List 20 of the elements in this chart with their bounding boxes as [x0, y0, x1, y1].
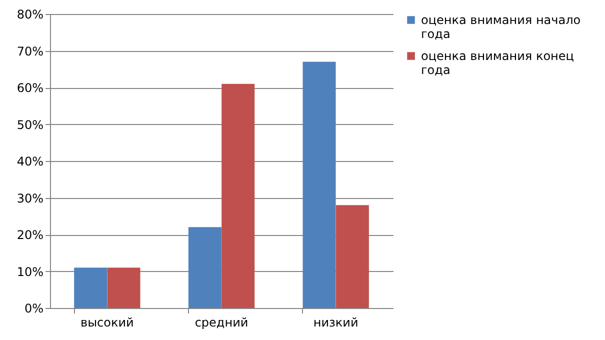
y-tick-label: 10% — [16, 264, 44, 279]
bar — [222, 84, 255, 308]
bar — [74, 268, 108, 308]
x-tick-label: низкий — [313, 316, 358, 330]
y-tick-label: 20% — [16, 228, 44, 242]
bar — [188, 227, 222, 308]
y-tick-label: 70% — [16, 44, 44, 58]
bar — [336, 205, 369, 308]
y-tick-label: 80% — [16, 8, 44, 22]
y-tick-label: 50% — [16, 118, 44, 132]
bar — [107, 268, 140, 308]
y-tick-label: 40% — [16, 154, 44, 168]
bar — [302, 62, 336, 308]
legend-label: оценка внимания конец года — [421, 49, 574, 77]
y-tick-label: 60% — [16, 81, 44, 95]
y-tick-label: 30% — [16, 191, 44, 206]
y-tick-label: 0% — [24, 302, 44, 316]
legend-label: оценка внимания начало года — [421, 13, 581, 41]
x-tick-label: средний — [194, 316, 248, 330]
x-tick-label: высокий — [80, 316, 134, 330]
